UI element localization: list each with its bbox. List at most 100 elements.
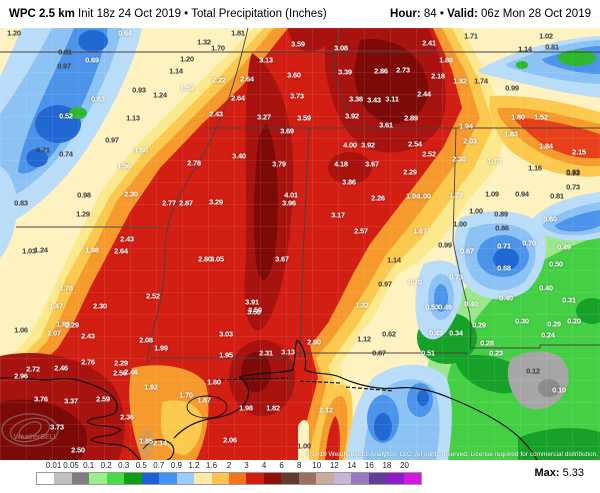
color-scale-bar xyxy=(36,472,422,485)
scale-color-segment xyxy=(124,473,142,484)
precip-value-label: 2.44 xyxy=(417,89,431,99)
precip-value-label: 0.62 xyxy=(382,329,396,339)
precip-value-label: 2.43 xyxy=(120,234,134,244)
precip-value-label: 3.13 xyxy=(259,55,273,65)
map-canvas: WeatherBELL xyxy=(0,28,600,460)
hour-label: Hour: xyxy=(390,8,421,20)
precip-value-label: 1.12 xyxy=(357,334,371,344)
precip-value-label: 2.12 xyxy=(319,405,333,415)
precip-value-label: 2.56 xyxy=(113,368,127,378)
precip-value-label: 1.24 xyxy=(153,90,167,100)
scale-tick-label: 10 xyxy=(312,461,322,470)
precip-value-label: 0.71 xyxy=(497,241,511,251)
precip-value-label: 0.24 xyxy=(541,330,555,340)
precip-value-label: 0.81 xyxy=(58,47,72,57)
precip-value-label: 0.12 xyxy=(526,366,540,376)
precip-value-label: 2.18 xyxy=(431,71,445,81)
precip-value-label: 0.40 xyxy=(539,283,553,293)
precip-value-label: 3.67 xyxy=(365,159,379,169)
precip-value-label: 1.00 xyxy=(297,441,311,451)
precip-value-label: 1.00 xyxy=(453,219,467,229)
precip-value-label: 1.81 xyxy=(231,28,245,38)
precip-value-label: 2.22 xyxy=(212,75,226,85)
precip-value-label: 0.43 xyxy=(429,328,443,338)
precip-value-label: 1.94 xyxy=(459,121,473,131)
precip-value-label: 2.76 xyxy=(81,357,95,367)
precip-value-label: 0.68 xyxy=(497,263,511,273)
precip-value-label: 2.07 xyxy=(47,328,61,338)
precip-value-label: 4.00 xyxy=(343,140,357,150)
precip-value-label: 0.70 xyxy=(408,277,422,287)
precip-value-label: 2.80 xyxy=(198,254,212,264)
scale-tick-label: 0.3 xyxy=(118,461,130,470)
precip-value-label: 0.87 xyxy=(372,348,386,358)
scale-color-segment xyxy=(281,473,299,484)
precip-value-label: 1.09 xyxy=(485,189,499,199)
max-label: Max: xyxy=(534,467,560,479)
scale-tick-label: 4 xyxy=(261,461,267,470)
precip-value-label: 1.20 xyxy=(180,54,194,64)
precip-value-label: 0.51 xyxy=(421,348,435,358)
precip-value-label: 3.96 xyxy=(282,198,296,208)
precip-value-label: 0.40 xyxy=(464,299,478,309)
precip-value-label: 2.46 xyxy=(124,367,138,377)
precip-value-label: 0.93 xyxy=(566,168,580,178)
precip-value-label: 2.87 xyxy=(179,198,193,208)
precip-value-label: 0.50 xyxy=(549,259,563,269)
scale-color-segment xyxy=(368,473,387,484)
precip-map[interactable]: WeatherBELL 1.20 0.64 0.81 0.97 0.69 1.20 1.14… xyxy=(0,28,600,460)
precip-value-label: 2.30 xyxy=(93,301,107,311)
precip-value-label: 2.03 xyxy=(463,136,477,146)
precip-value-label: 2.64 xyxy=(231,93,245,103)
precip-value-label: 2.41 xyxy=(422,38,436,48)
precip-value-label: 2.14 xyxy=(153,438,167,448)
precip-value-label: 0.97 xyxy=(378,279,392,289)
precip-value-label: 3.59 xyxy=(297,113,311,123)
scale-color-segment xyxy=(351,473,369,484)
precip-value-label: 1.92 xyxy=(144,382,158,392)
watermark-logo: WeatherBELL xyxy=(1,413,154,460)
scale-color-segment xyxy=(176,473,195,484)
watermark-text: WeatherBELL xyxy=(14,434,58,441)
precip-value-label: 1.98 xyxy=(85,245,99,255)
precip-value-label: 0.89 xyxy=(494,209,508,219)
precip-value-label: 2.30 xyxy=(452,154,466,164)
scale-tick-labels: 0.01 0.05 0.1 0.2 0.3 0.5 0.7 0.9 1.2 1.6 2 3 4 6 8 10 1… xyxy=(36,461,422,471)
precip-value-label: 0.30 xyxy=(515,316,529,326)
precip-value-label: 0.93 xyxy=(566,167,580,177)
precip-value-label: 2.08 xyxy=(139,335,153,345)
scale-tick-label: 8 xyxy=(296,461,302,470)
precip-value-label: 1.16 xyxy=(528,163,542,173)
precip-value-label: 0.53 xyxy=(425,302,439,312)
precip-value-label: 0.73 xyxy=(449,272,463,282)
copyright-notice: © 2019 WeatherBELL Analytics, LLC. All r… xyxy=(305,451,598,458)
precip-value-label: 0.63 xyxy=(91,94,105,104)
precip-value-label: 1.56 xyxy=(117,161,131,171)
precip-value-label: 0.97 xyxy=(105,135,119,145)
precip-value-label: 0.64 xyxy=(118,28,132,38)
scale-tick-label: 14 xyxy=(347,461,357,470)
bullet-separator: • xyxy=(439,8,444,20)
scale-color-segment xyxy=(159,473,177,484)
precip-value-label: 2.64 xyxy=(240,74,254,84)
precip-value-label: 3.79 xyxy=(272,159,286,169)
max-value-readout: Max: 5.33 xyxy=(534,467,584,479)
precip-value-label: 2.89 xyxy=(404,113,418,123)
precip-value-label: 1.14 xyxy=(169,66,183,76)
precip-value-label: 0.98 xyxy=(77,190,91,200)
precip-value-label: 0.29 xyxy=(547,319,561,329)
precip-value-label: 3.13 xyxy=(281,347,295,357)
precip-value-label: 1.74 xyxy=(474,76,488,86)
precip-value-label: 0.99 xyxy=(505,83,519,93)
precip-value-label: 2.29 xyxy=(114,358,128,368)
scale-tick-label: 6 xyxy=(279,461,284,470)
scale-color-segment xyxy=(71,473,90,484)
precip-value-label: 3.73 xyxy=(50,422,64,432)
precip-value-label: 2.26 xyxy=(371,193,385,203)
precip-value-label: 3.76 xyxy=(34,394,48,404)
scale-tick-label: 0.7 xyxy=(153,461,165,470)
precip-value-label: 1.29 xyxy=(76,209,90,219)
precip-value-label: 1.79 xyxy=(449,190,463,200)
scale-tick-label: 0.05 xyxy=(63,461,79,470)
precip-value-label: 1.47 xyxy=(49,301,63,311)
